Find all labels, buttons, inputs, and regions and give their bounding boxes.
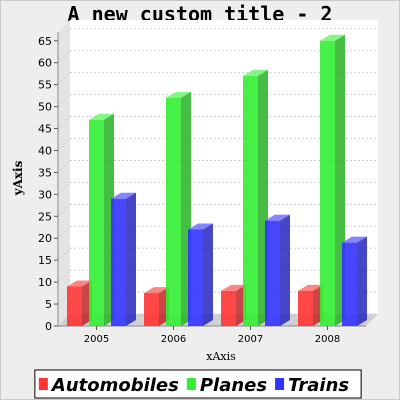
y-tick-label: 15 (38, 254, 52, 267)
bar-trains-2005 (111, 192, 136, 326)
plot-area: 0 5 10 15 20 25 30 35 40 45 50 55 60 65 2005 2006 2007 20… (38, 20, 378, 345)
bar-front (166, 97, 181, 326)
grid-line (57, 116, 71, 129)
y-tick-label: 50 (38, 101, 52, 114)
bar-front (320, 40, 335, 326)
legend-swatch-automobiles (38, 378, 48, 390)
bar-automobiles-2008 (298, 284, 323, 326)
bar-front (89, 119, 104, 326)
y-tick-label: 65 (38, 35, 52, 48)
y-tick-label: 30 (38, 188, 52, 201)
y-tick-label: 5 (45, 298, 52, 311)
y-tick-label: 60 (38, 57, 52, 70)
y-tick-label: 55 (38, 79, 52, 92)
legend-label-planes: Planes (200, 375, 268, 396)
bar-top (320, 34, 345, 41)
bar-automobiles-2006 (144, 287, 169, 326)
bar-front (298, 290, 313, 326)
y-tick-label: 40 (38, 144, 52, 157)
grid-line (57, 204, 71, 217)
bar-side (357, 236, 367, 326)
grid-line (57, 313, 71, 327)
bar-side (280, 214, 290, 326)
grid-line (57, 291, 71, 305)
x-axis-label: xAxis (206, 350, 236, 363)
bar-side (203, 223, 213, 326)
bar-front (144, 293, 159, 326)
y-tick-label: 25 (38, 210, 52, 223)
bar-planes-2008 (320, 34, 345, 326)
grid-line (57, 160, 71, 173)
bar-side (126, 192, 136, 326)
bar-top (89, 113, 114, 120)
bar-planes-2005 (89, 113, 114, 326)
x-tick-label: 2007 (238, 334, 263, 345)
x-tick-label: 2005 (84, 334, 109, 345)
legend-box (34, 369, 362, 399)
bar-front (111, 198, 126, 326)
grid-line (57, 94, 71, 107)
grid-line (57, 138, 71, 151)
grid-line (57, 247, 71, 261)
bar-top (144, 287, 169, 294)
y-tick-label: 35 (38, 166, 52, 179)
legend-label-trains: Trains (288, 375, 349, 396)
y-tick-label: 0 (45, 320, 52, 333)
y-tick-label: 20 (38, 232, 52, 245)
grid-line (57, 50, 71, 63)
bar-top (221, 284, 246, 291)
bar-front (188, 229, 203, 326)
legend: Automobiles Planes Trains (34, 369, 362, 399)
bar-top (342, 236, 367, 243)
grid-line (57, 225, 71, 239)
grid-line (57, 72, 71, 85)
bar-automobiles-2007 (221, 284, 246, 326)
bar-front (342, 242, 357, 326)
y-tick-label: 10 (38, 276, 52, 289)
grid-line (57, 28, 71, 42)
bar-trains-2008 (342, 236, 367, 326)
bar-top (166, 91, 191, 98)
bar-planes-2006 (166, 91, 191, 326)
grid-line (57, 269, 71, 283)
bar-top (67, 280, 92, 287)
bar-planes-2007 (243, 69, 268, 326)
bar-front (243, 75, 258, 326)
bar-trains-2007 (265, 214, 290, 326)
grid-line (57, 182, 71, 195)
bar-top (243, 69, 268, 76)
bar-top (188, 223, 213, 230)
bar-trains-2006 (188, 223, 213, 326)
legend-label-automobiles: Automobiles (50, 375, 179, 396)
y-axis-label: yAxis (11, 160, 25, 196)
legend-swatch-trains (275, 378, 285, 390)
bar-front (265, 220, 280, 326)
side-wall (58, 20, 70, 326)
legend-swatch-planes (186, 378, 196, 390)
x-tick-label: 2006 (161, 334, 186, 345)
bar-front (67, 286, 82, 326)
y-tick-label: 45 (38, 123, 52, 136)
bar-automobiles-2005 (67, 280, 92, 326)
x-tick-label: 2008 (315, 334, 340, 345)
bar-top (265, 214, 290, 221)
bar-front (221, 290, 236, 326)
bar-top (298, 284, 323, 291)
bar-top (111, 192, 136, 199)
